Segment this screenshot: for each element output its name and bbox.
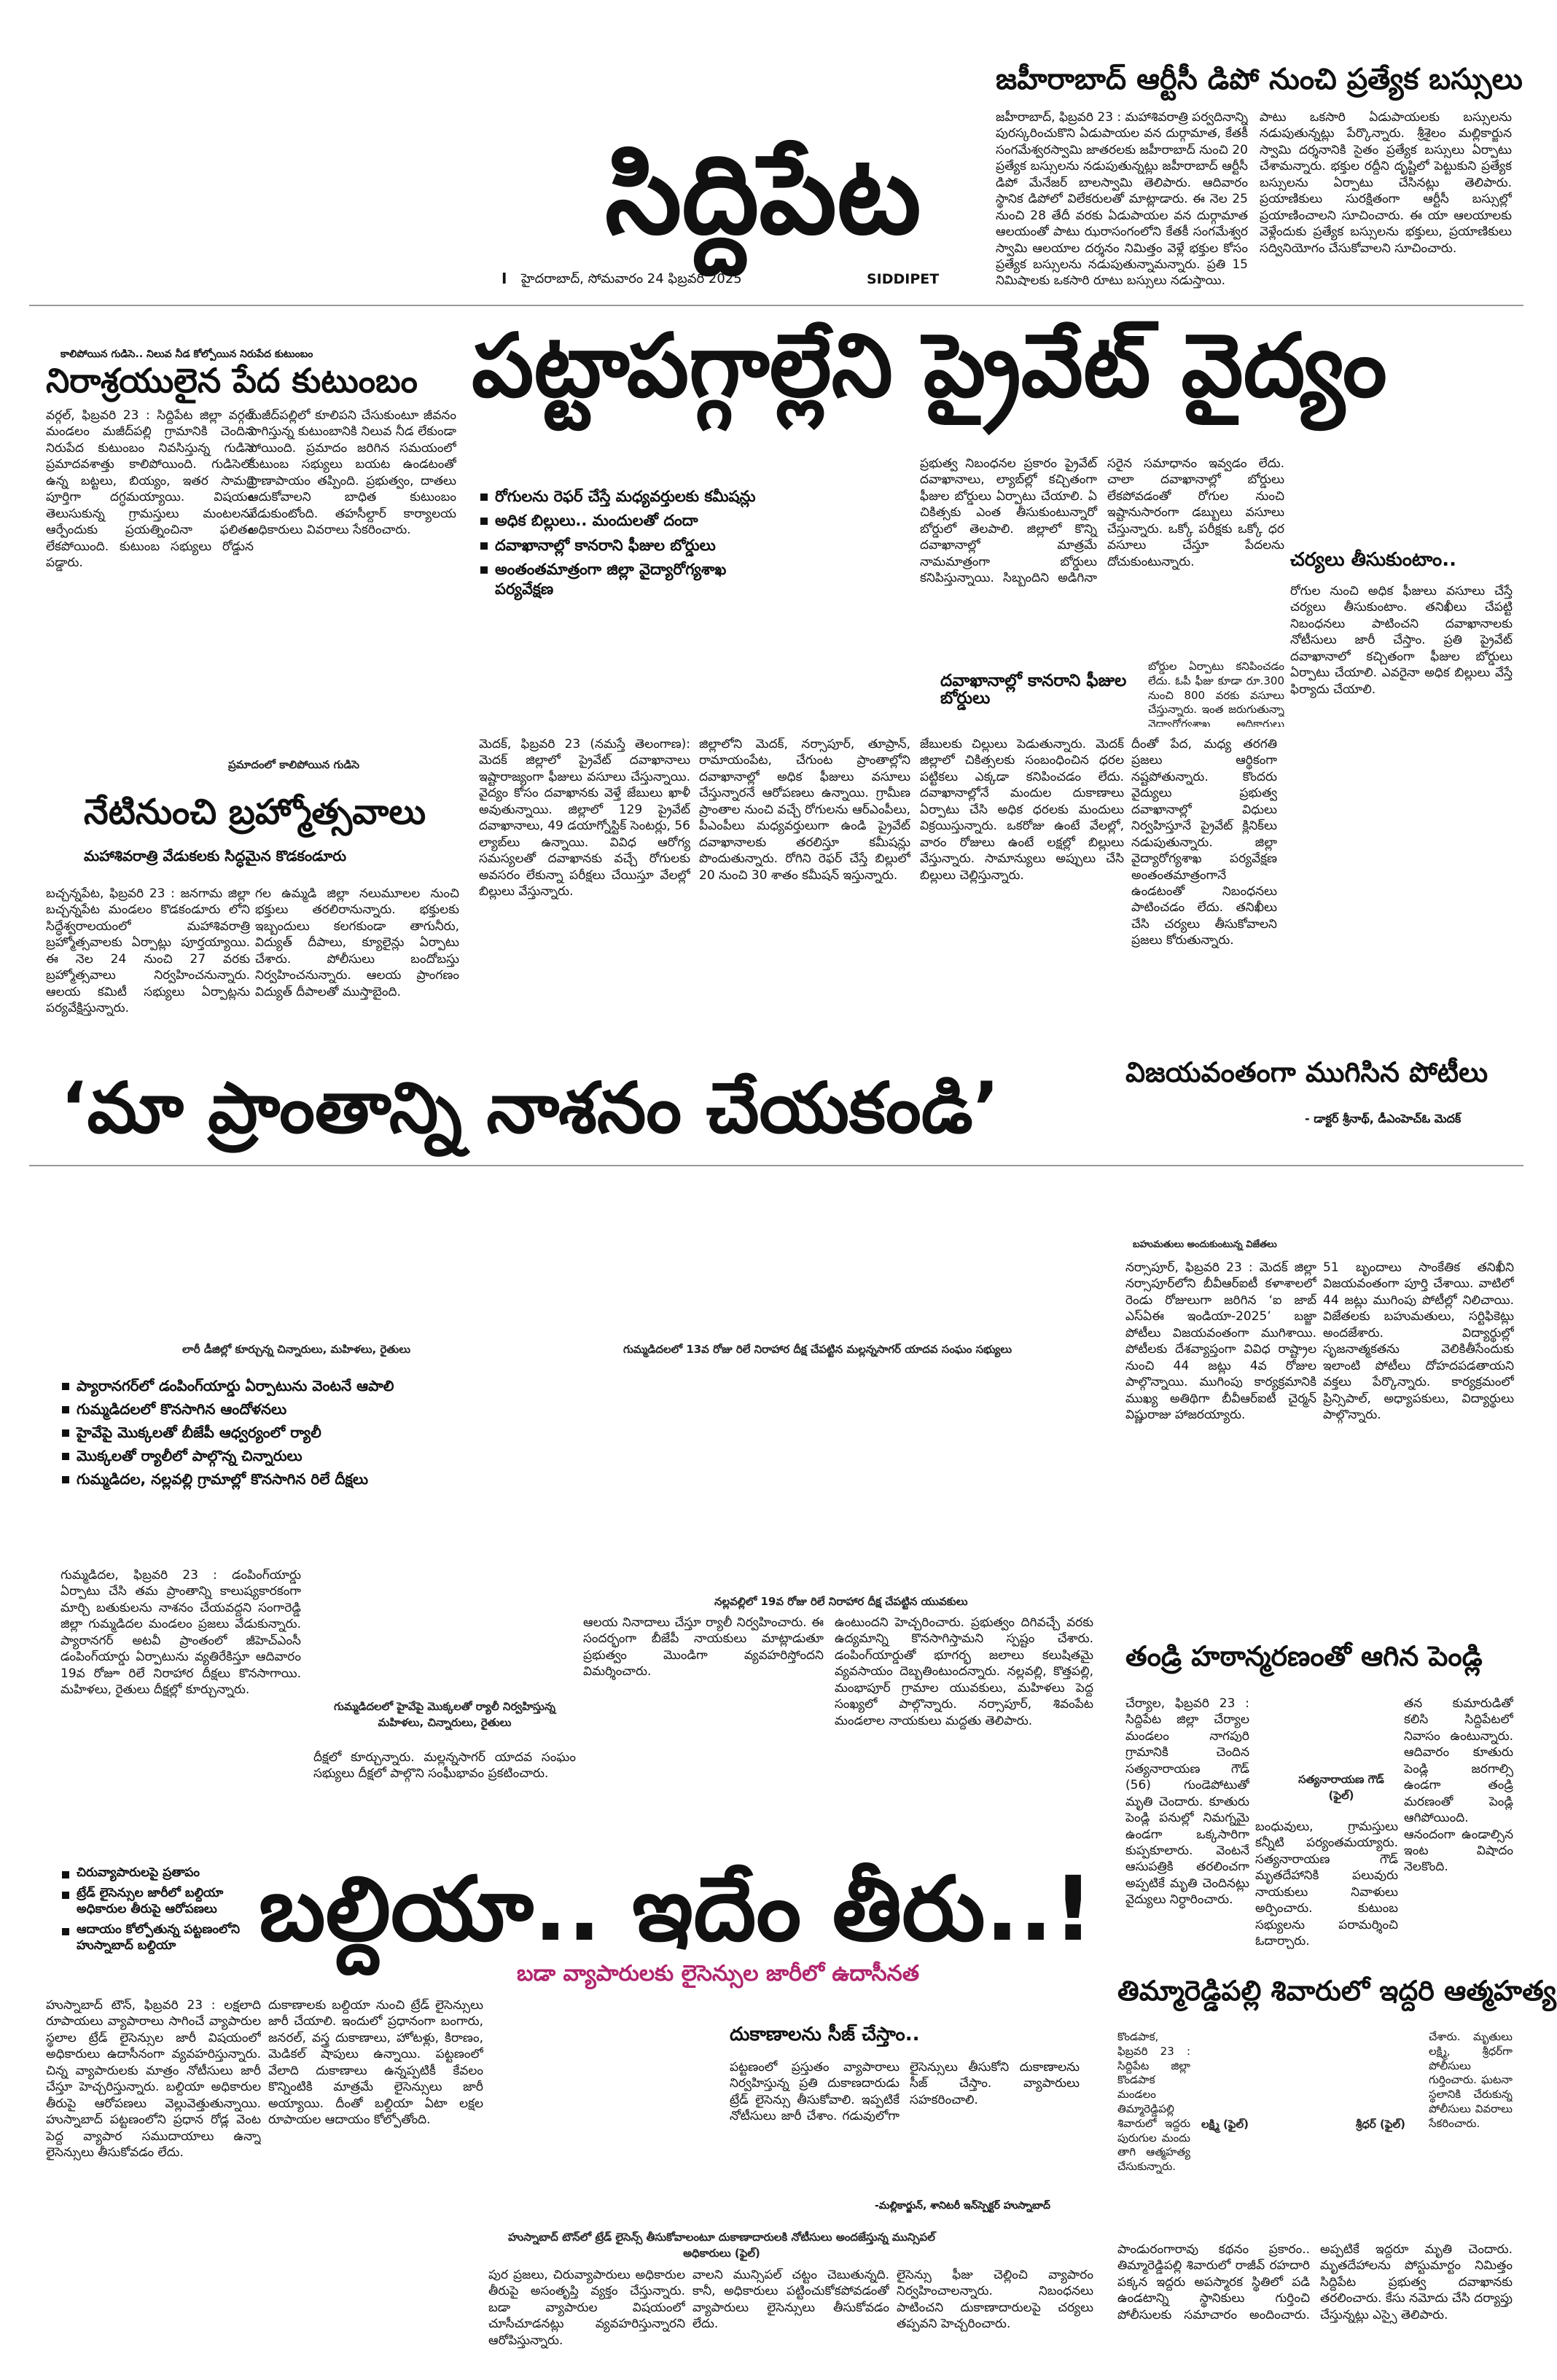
quote-credit: - డాక్టర్ శ్రీనాథ్, డీఎంహెచ్‌ఓ మెదక్ — [1305, 1112, 1462, 1125]
bullet: చిరువ్యాపారులపై ప్రతాపం — [61, 1865, 250, 1881]
caption: హుస్నాబాద్ టౌన్‌లో ట్రేడ్ లైసెన్స్ తీసుక… — [508, 2231, 935, 2260]
caption: సత్యనారాయణ గౌడ్ (ఫైల్) — [1298, 1773, 1384, 1802]
body-text: జిల్లాలోని మెదక్, నర్సాపూర్, తూప్రాన్, ర… — [699, 737, 910, 883]
body-text: 51 బృందాలు సాంకేతిక తనిఖీని విజయవంతంగా ప… — [1323, 1260, 1514, 1422]
body-text: గుమ్మడిదల, ఫిబ్రవరి 23 : డంపింగ్‌యార్డు … — [61, 1568, 301, 1698]
body-text: గల ఉమ్మడి జిల్లా నలుమూలల నుంచి భక్తులు త… — [255, 886, 459, 999]
subhead: చర్యలు తీసుకుంటాం.. — [1290, 549, 1456, 571]
body-text: చేర్యాల, ఫిబ్రవరి 23 : సిద్దిపేట జిల్లా … — [1125, 1696, 1249, 1908]
body-text: రోగుల నుంచి అధిక ఫీజులు వసూలు చేస్తే చర్… — [1290, 584, 1513, 697]
bullet: రోగులను రెఫర్ చేస్తే మధ్యవర్తులకు కమీషన్… — [479, 487, 770, 507]
headline: తిమ్మారెడ్డిపల్లి శివారులో ఇద్దరి ఆత్మహత… — [1117, 1975, 1556, 2007]
body-text: బంధువులు, గ్రామస్తులు కన్నీటి పర్యంతమయ్య… — [1255, 1819, 1398, 1949]
dateline: హైదరాబాద్, సోమవారం 24 ఫిబ్రవరి 2025 — [521, 271, 742, 286]
bullet: అధిక బిల్లులు.. మందులతో దందా — [479, 511, 770, 531]
headline: బల్దియా.. ఇదేం తీరు..! — [259, 1857, 1093, 1961]
caption: బహుమతులు అందుకుంటున్న విజేతలు — [1133, 1239, 1277, 1250]
bullet: ప్యారానగర్‌లో డంపింగ్‌యార్డు ఏర్పాటును వ… — [61, 1376, 458, 1395]
body-text: దుకాణాలకు బల్దియా నుంచి ట్రేడ్ లైసెన్సుల… — [268, 1998, 483, 2128]
body-text: మెదక్, ఫిబ్రవరి 23 (నమస్తే తెలంగాణ): మెద… — [479, 737, 690, 899]
box-text: పట్టణంలో ప్రస్తుతం వ్యాపారాలు నిర్వహిస్త… — [730, 2060, 1080, 2124]
headline: పట్టాపగ్గాల్లేని ప్రైవేట్ వైద్యం — [472, 316, 1387, 417]
body-text: లైసెన్సు ఫీజు చెల్లించి వ్యాపారం నిర్వహి… — [897, 2268, 1093, 2332]
body-text: పుర ప్రజలు, చిరువ్యాపారులు అధికారుల తీరు… — [488, 2268, 685, 2348]
bullet: ఆదాయం కోల్పోతున్న పట్టణంలోని హుస్నాబాద్ … — [61, 1921, 250, 1954]
caption: నల్లవల్లిలో 19వ రోజు రిలే నిరాహార దీక్ష … — [714, 1595, 968, 1608]
headline: నిరాశ్రయులైన పేద కుటుంబం — [46, 361, 418, 400]
subhead: దవాఖానాల్లో కానరాని ఫీజుల బోర్డులు — [940, 671, 1127, 709]
masthead-title: సిద్దిపేట — [605, 132, 921, 259]
kicker: మహాశివరాత్రి వేడుకలకు సిద్ధమైన కొడకండూరు — [84, 847, 347, 865]
body-text: పాటు ఒకసారి ఏడుపాయలకు బస్సులను నడుపుతున్… — [1260, 110, 1512, 256]
body-text: వాలని మున్సిపల్ చట్టం చెబుతున్నది. కానీ,… — [692, 2268, 889, 2332]
photo — [249, 594, 456, 754]
bullet: దవాఖానాల్లో కానరాని ఫీజుల బోర్డులు — [479, 536, 770, 555]
rule — [29, 1165, 1523, 1166]
caption: గుమ్మడిదలలో 13వ రోజు రిలే నిరాహార దీక్ష … — [623, 1343, 1012, 1356]
bullet: ట్రేడ్ లైసెన్సుల జారీలో బల్దియా అధికారుల… — [61, 1885, 250, 1917]
bullet: గుమ్మడిదల, నల్లవల్లి గ్రామాల్లో కొనసాగిన… — [61, 1470, 458, 1489]
body-text: దీంతో పేద, మధ్య తరగతి ప్రజలు ఆర్థికంగా న… — [1131, 737, 1277, 948]
caption: లక్ష్మి (ఫైల్) — [1201, 2118, 1249, 2131]
bullet-list: రోగులను రెఫర్ చేస్తే మధ్యవర్తులకు కమీషన్… — [479, 487, 770, 604]
caption: శ్రీధర్ (ఫైల్) — [1356, 2118, 1405, 2131]
box-credit: -మల్లికార్జున్, శానిటరీ ఇన్‌స్పెక్టర్ హు… — [875, 2200, 1050, 2212]
bullet-list: ప్యారానగర్‌లో డంపింగ్‌యార్డు ఏర్పాటును వ… — [61, 1376, 458, 1493]
page-number: I — [502, 270, 507, 287]
body-text: జేబులకు చిల్లులు పెడుతున్నారు. మెదక్ జిల… — [920, 737, 1124, 883]
headline: విజయవంతంగా ముగిసిన పోటీలు — [1125, 1056, 1488, 1088]
caption: లారీ డీజిల్లో కూర్చున్న చిన్నారులు, మహిళ… — [182, 1343, 411, 1356]
bullet: మొక్కలతో ర్యాలీలో పాల్గొన్న చిన్నారులు — [61, 1446, 458, 1465]
caption: గుమ్మడిదలలో హైవేపై మొక్కలతో ర్యాలీ నిర్వ… — [334, 1700, 555, 1729]
headline: తండ్రి హఠాన్మరణంతో ఆగిన పెండ్లి — [1125, 1640, 1483, 1672]
body-text: ఉంటుందని హెచ్చరించారు. ప్రభుత్వం దిగివచ్… — [835, 1615, 1093, 1728]
body-text: నర్సాపూర్, ఫిబ్రవరి 23 : మెదక్ జిల్లా నర… — [1125, 1260, 1316, 1422]
body-text: ప్రభుత్వ నిబంధనల ప్రకారం ప్రైవేట్ దవాఖాన… — [920, 456, 1284, 586]
headline: నేటినుంచి బ్రహ్మోత్సవాలు — [84, 792, 426, 832]
body-text: పాండురంగారావు కథనం ప్రకారం.. తిమ్మారెడ్డ… — [1117, 2242, 1513, 2322]
headline: ‘మా ప్రాంతాన్ని నాశనం చేయకండి’ — [61, 1067, 1000, 1149]
body-text: వర్గల్, ఫిబ్రవరి 23 : సిద్దిపేట జిల్లా వ… — [46, 408, 254, 570]
rule — [29, 305, 1523, 306]
body-text: జహీరాబాద్, ఫిబ్రవరి 23 : మహాశివరాత్రి పర… — [996, 110, 1248, 289]
body-text: ఆలయ నినాదాలు చేస్తూ ర్యాలీ నిర్వహించారు.… — [583, 1615, 824, 1679]
body-text: బోర్డుల ఏర్పాటు కనిపించడం లేదు. ఓపీ ఫీజు… — [1148, 660, 1284, 727]
edition: SIDDIPET — [867, 271, 940, 287]
bullet: హైవేపై మొక్కలతో బీజేపీ ఆధ్వర్యంలో ర్యాలీ — [61, 1423, 458, 1442]
bullet-list: చిరువ్యాపారులపై ప్రతాపం ట్రేడ్ లైసెన్సుల… — [61, 1865, 250, 1958]
body-text: తన కుమారుడితో కలిసి సిద్దిపేటలో నివాసం ఉ… — [1404, 1696, 1513, 1875]
kicker: కాలిపోయిన గుడిసె.. నిలువ నీడ కోల్పోయిన న… — [61, 348, 313, 360]
headline: జహీరాబాద్ ఆర్టీసీ డిపో నుంచి ప్రత్యేక బస… — [996, 63, 1523, 96]
box-title: దుకాణాలను సీజ్ చేస్తాం.. — [730, 2024, 920, 2045]
bullet: అంతంతమాత్రంగా జిల్లా వైద్యారోగ్యశాఖ పర్య… — [479, 560, 770, 600]
body-text: దీక్షలో కూర్చున్నారు. మల్లన్నసాగర్ యాదవ … — [313, 1750, 576, 1782]
body-text: మజీద్‌పల్లిలో కూలిపని చేసుకుంటూ జీవనం సా… — [249, 408, 456, 538]
body-text: బచ్చన్నపేట, ఫిబ్రవరి 23 : జనగామ జిల్లా బ… — [46, 886, 250, 1016]
body-text: హుస్నాబాద్ టౌన్, ఫిబ్రవరి 23 : లక్షలాది … — [46, 1998, 261, 2160]
bullet: గుమ్మడిదలలో కొనసాగిన ఆందోళనలు — [61, 1400, 458, 1419]
body-text: కొండపాక, ఫిబ్రవరి 23 : సిద్దిపేట జిల్లా … — [1117, 2030, 1190, 2174]
subheadline: బడా వ్యాపారులకు లైసెన్సుల జారీలో ఉదాసీనత — [517, 1961, 920, 1986]
body-text: చేశారు. మృతులు లక్ష్మి, శ్రీధర్‌గా పోలీస… — [1429, 2030, 1513, 2130]
caption: ప్రమాదంలో కాలిపోయిన గుడిసె — [228, 758, 360, 771]
